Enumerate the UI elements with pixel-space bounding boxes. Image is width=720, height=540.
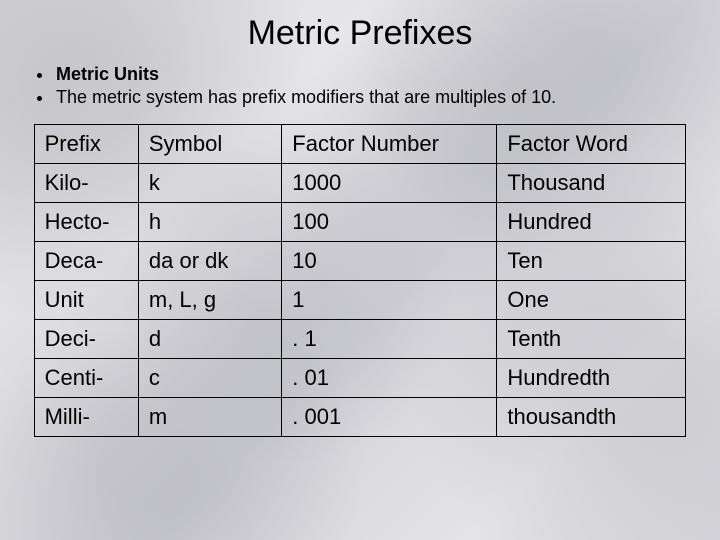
- table-row: Deca- da or dk 10 Ten: [34, 241, 686, 280]
- prefix-table: Prefix Symbol Factor Number Factor Word …: [34, 124, 687, 437]
- cell-symbol: da or dk: [138, 241, 281, 280]
- cell-factor-word: Hundredth: [497, 358, 686, 397]
- bullet-item: Metric Units: [54, 63, 700, 86]
- cell-factor-word: Thousand: [497, 163, 686, 202]
- table-header-row: Prefix Symbol Factor Number Factor Word: [34, 124, 686, 163]
- cell-factor-word: Tenth: [497, 319, 686, 358]
- col-header-factor-word: Factor Word: [497, 124, 686, 163]
- cell-symbol: m, L, g: [138, 280, 281, 319]
- cell-prefix: Hecto-: [34, 202, 138, 241]
- table-row: Deci- d . 1 Tenth: [34, 319, 686, 358]
- cell-factor-number: 100: [282, 202, 497, 241]
- cell-prefix: Unit: [34, 280, 138, 319]
- cell-factor-number: . 01: [282, 358, 497, 397]
- cell-factor-word: One: [497, 280, 686, 319]
- cell-prefix: Milli-: [34, 397, 138, 436]
- bullet-item: The metric system has prefix modifiers t…: [54, 86, 700, 109]
- cell-symbol: h: [138, 202, 281, 241]
- cell-prefix: Centi-: [34, 358, 138, 397]
- cell-symbol: c: [138, 358, 281, 397]
- col-header-symbol: Symbol: [138, 124, 281, 163]
- cell-prefix: Deca-: [34, 241, 138, 280]
- page-title: Metric Prefixes: [20, 14, 700, 53]
- cell-factor-number: . 1: [282, 319, 497, 358]
- table-row: Kilo- k 1000 Thousand: [34, 163, 686, 202]
- table-row: Centi- c . 01 Hundredth: [34, 358, 686, 397]
- table-row: Hecto- h 100 Hundred: [34, 202, 686, 241]
- cell-factor-word: thousandth: [497, 397, 686, 436]
- cell-symbol: d: [138, 319, 281, 358]
- table-row: Milli- m . 001 thousandth: [34, 397, 686, 436]
- table-row: Unit m, L, g 1 One: [34, 280, 686, 319]
- cell-factor-word: Hundred: [497, 202, 686, 241]
- cell-factor-number: 10: [282, 241, 497, 280]
- cell-prefix: Kilo-: [34, 163, 138, 202]
- cell-factor-word: Ten: [497, 241, 686, 280]
- cell-factor-number: 1: [282, 280, 497, 319]
- cell-symbol: m: [138, 397, 281, 436]
- cell-factor-number: 1000: [282, 163, 497, 202]
- bullet-text: The metric system has prefix modifiers t…: [56, 87, 556, 107]
- col-header-prefix: Prefix: [34, 124, 138, 163]
- cell-prefix: Deci-: [34, 319, 138, 358]
- cell-symbol: k: [138, 163, 281, 202]
- cell-factor-number: . 001: [282, 397, 497, 436]
- bullet-list: Metric Units The metric system has prefi…: [54, 63, 700, 110]
- col-header-factor-number: Factor Number: [282, 124, 497, 163]
- bullet-text: Metric Units: [56, 64, 159, 84]
